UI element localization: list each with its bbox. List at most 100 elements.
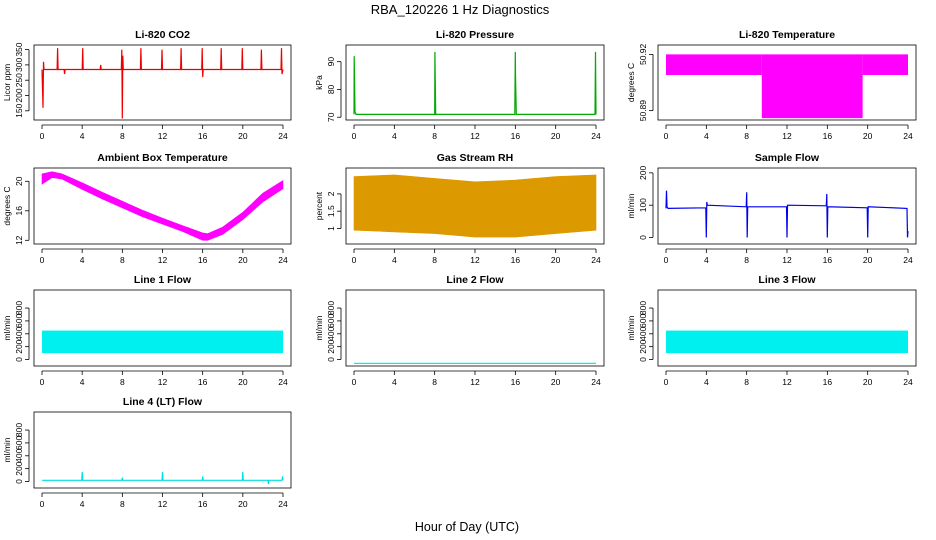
y-tick-label: 50.89: [638, 100, 648, 122]
data-layer: [42, 330, 283, 354]
x-tick-label: 24: [903, 377, 913, 387]
y-tick-label: 800: [14, 301, 24, 315]
x-tick-label: 4: [704, 255, 709, 265]
x-tick-label: 24: [591, 377, 601, 387]
data-layer: [666, 54, 908, 119]
y-axis-label: Licor ppm: [2, 64, 12, 101]
y-tick-label: 200: [14, 339, 24, 353]
y-axis-label: ml/min: [626, 315, 636, 340]
data-band: [761, 54, 863, 119]
x-tick-label: 20: [863, 255, 873, 265]
data-layer: [42, 471, 284, 485]
x-tick-label: 0: [352, 131, 357, 141]
plot-frame: [33, 167, 292, 245]
y-axis-label: percent: [314, 191, 324, 220]
x-tick-label: 24: [903, 255, 913, 265]
x-tick-label: 12: [158, 499, 168, 509]
x-tick-label: 16: [511, 255, 521, 265]
y-tick-label: 600: [638, 314, 648, 328]
x-tick-label: 4: [80, 131, 85, 141]
data-band: [666, 54, 762, 75]
chart-panel: Sample Flow 0 4 8 12 16 20 24 0 100 200 ml/min: [626, 152, 917, 265]
y-tick-label: 16: [14, 206, 24, 216]
y-axis-label: ml/min: [2, 437, 12, 462]
data-band: [42, 330, 283, 354]
plot-frame: [33, 44, 292, 121]
y-tick-label: 0: [638, 357, 648, 362]
y-tick-label: 800: [326, 301, 336, 315]
x-tick-label: 8: [432, 131, 437, 141]
y-tick-label: 200: [14, 88, 24, 102]
x-tick-label: 4: [80, 499, 85, 509]
x-tick-label: 0: [664, 255, 669, 265]
x-tick-label: 8: [432, 255, 437, 265]
y-tick-label: 800: [14, 423, 24, 437]
x-tick-label: 0: [40, 499, 45, 509]
x-tick-label: 8: [120, 255, 125, 265]
data-band: [41, 171, 284, 241]
x-tick-label: 16: [823, 255, 833, 265]
chart-panel: Line 2 Flow 0 4 8 12 16 20 24 0 200400600800ml/mi…: [314, 274, 605, 387]
plot-frame: [345, 167, 605, 245]
y-tick-label: 20: [14, 176, 24, 186]
plot-frame: [657, 44, 917, 121]
x-tick-label: 16: [511, 131, 521, 141]
x-tick-label: 4: [392, 131, 397, 141]
y-tick-label: 80: [326, 84, 336, 94]
y-tick-label: 600: [326, 314, 336, 328]
y-tick-label: 200: [14, 461, 24, 475]
x-tick-label: 8: [744, 131, 749, 141]
y-tick-label: 600: [14, 436, 24, 450]
x-tick-label: 16: [198, 499, 208, 509]
x-tick-label: 4: [392, 255, 397, 265]
x-tick-label: 8: [120, 499, 125, 509]
x-tick-label: 12: [782, 255, 792, 265]
plot-frame: [657, 167, 917, 245]
chart-title: Gas Stream RH: [437, 152, 513, 164]
x-tick-label: 4: [80, 255, 85, 265]
figure-xlabel: Hour of Day (UTC): [415, 520, 519, 534]
data-layer: [353, 51, 597, 115]
x-tick-label: 12: [158, 131, 168, 141]
x-tick-label: 4: [392, 377, 397, 387]
y-axis-label: ml/min: [626, 193, 636, 218]
chart-title: Li-820 Pressure: [436, 29, 514, 41]
y-tick-label: 0: [638, 235, 648, 240]
plot-frame: [345, 44, 605, 121]
chart-panel: Line 1 Flow 0 4 8 12 16 20 24 0 200400600800ml/mi…: [2, 274, 292, 387]
chart-title: Li-820 Temperature: [739, 29, 835, 41]
x-tick-label: 0: [352, 377, 357, 387]
x-tick-label: 8: [744, 377, 749, 387]
data-band: [666, 330, 908, 354]
y-tick-label: 350: [14, 42, 24, 56]
x-tick-label: 12: [470, 255, 480, 265]
x-tick-label: 24: [591, 255, 601, 265]
x-tick-label: 24: [591, 131, 601, 141]
x-tick-label: 8: [744, 255, 749, 265]
y-tick-label: 100: [638, 198, 648, 212]
y-tick-label: 250: [14, 73, 24, 87]
x-tick-label: 20: [863, 131, 873, 141]
plot-frame: [345, 289, 605, 367]
y-tick-label: 2: [326, 191, 336, 196]
chart-title: Ambient Box Temperature: [97, 152, 228, 164]
chart-title: Line 2 Flow: [446, 274, 504, 286]
x-tick-label: 12: [470, 131, 480, 141]
plot-frame: [657, 289, 917, 367]
x-tick-label: 0: [40, 255, 45, 265]
y-tick-label: 400: [638, 326, 648, 340]
x-tick-label: 16: [823, 377, 833, 387]
chart-title: Sample Flow: [755, 152, 820, 164]
y-tick-label: 90: [326, 57, 336, 67]
x-tick-label: 0: [40, 131, 45, 141]
y-tick-label: 400: [326, 326, 336, 340]
x-tick-label: 0: [664, 377, 669, 387]
y-tick-label: 150: [14, 103, 24, 117]
data-layer: [666, 330, 908, 354]
y-axis-label: degrees C: [626, 63, 636, 102]
y-tick-label: 12: [14, 235, 24, 245]
y-axis-label: kPa: [314, 75, 324, 90]
chart-title: Li-820 CO2: [135, 29, 190, 41]
plot-frame: [33, 289, 292, 367]
